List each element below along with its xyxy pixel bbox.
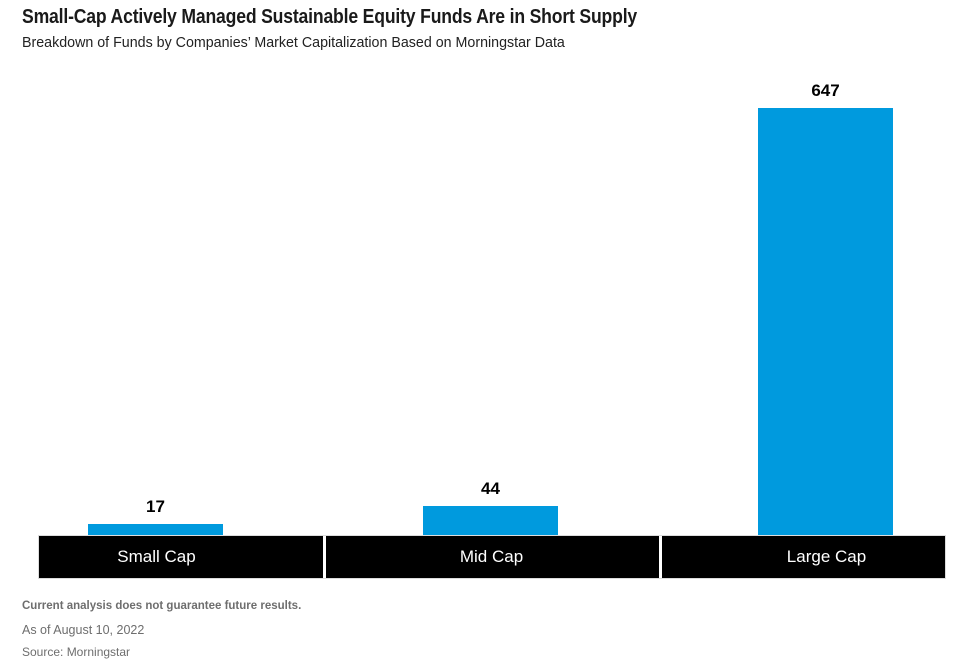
bar-large-cap <box>758 108 893 535</box>
x-axis-band: Small Cap Mid Cap Large Cap <box>38 535 946 579</box>
footer-disclaimer: Current analysis does not guarantee futu… <box>22 600 302 612</box>
chart-subtitle: Breakdown of Funds by Companies’ Market … <box>22 34 565 51</box>
x-axis-box-large-cap <box>662 536 945 578</box>
x-axis-label-mid-cap: Mid Cap <box>459 547 524 566</box>
x-axis-box-small-cap <box>39 536 323 578</box>
value-label-mid-cap: 44 <box>481 479 500 498</box>
x-axis-label-large-cap: Large Cap <box>786 547 867 566</box>
bar-mid-cap <box>423 506 558 535</box>
value-label-large-cap: 647 <box>811 81 840 100</box>
footer-source: Source: Morningstar <box>22 645 131 659</box>
x-axis-label-small-cap: Small Cap <box>117 547 196 566</box>
chart-title: Small-Cap Actively Managed Sustainable E… <box>22 6 638 28</box>
footer-as-of-date: As of August 10, 2022 <box>22 623 145 637</box>
bar-small-cap <box>88 524 223 535</box>
plot-area: 17 44 647 <box>88 81 893 535</box>
x-axis-box-mid-cap <box>326 536 659 578</box>
value-label-small-cap: 17 <box>146 497 165 516</box>
